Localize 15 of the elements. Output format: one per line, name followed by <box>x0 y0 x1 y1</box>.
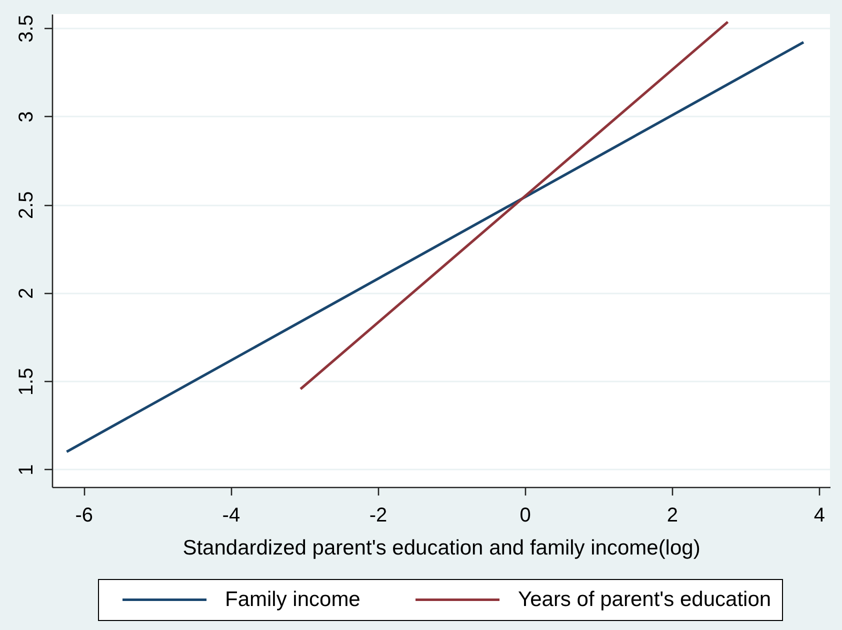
x-tick-label: 2 <box>666 504 678 526</box>
x-tick-label: -6 <box>75 504 94 526</box>
y-tick-label: 2 <box>16 288 38 299</box>
x-tick-label: -2 <box>369 504 388 526</box>
x-axis-title: Standardized parent's education and family income(log) <box>182 536 700 560</box>
legend-label: Family income <box>225 588 360 611</box>
x-tick-label: -4 <box>222 504 240 526</box>
y-tick-label: 3.5 <box>16 14 38 43</box>
y-tick-label: 1 <box>16 464 38 476</box>
legend-label: Years of parent's education <box>518 588 772 611</box>
x-tick-label: 4 <box>814 504 826 526</box>
y-tick-label: 3 <box>16 111 38 122</box>
y-tick-label: 1.5 <box>16 368 38 396</box>
y-tick-label: 2.5 <box>16 191 38 220</box>
x-tick-label: 0 <box>520 504 531 526</box>
